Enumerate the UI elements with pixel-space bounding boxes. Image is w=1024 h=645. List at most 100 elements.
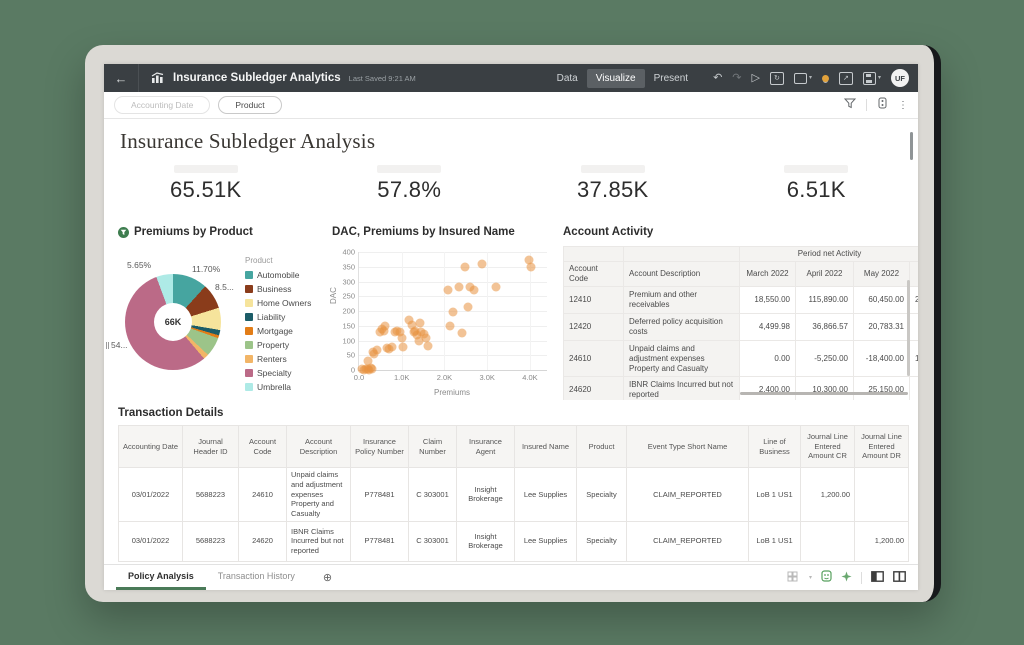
cell[interactable]: Lee Supplies	[514, 467, 577, 522]
legend-item-specialty[interactable]: Specialty	[245, 366, 311, 380]
redo-icon[interactable]: ↷	[732, 71, 742, 84]
amount-cell[interactable]: -5,250.00	[795, 340, 854, 377]
account-description-cell[interactable]: Deferred policy acquisition costs	[623, 313, 740, 341]
cell[interactable]: 03/01/2022	[118, 520, 183, 562]
filter-funnel-icon[interactable]	[843, 96, 857, 114]
scatter-point[interactable]	[404, 315, 414, 325]
insights-bulb-icon[interactable]	[821, 74, 829, 82]
canvas-scrollbar[interactable]	[910, 132, 913, 160]
legend-item-automobile[interactable]: Automobile	[245, 268, 311, 282]
column-header[interactable]: Insurance Agent	[456, 425, 515, 468]
legend-item-property[interactable]: Property	[245, 338, 311, 352]
filter-pill-accounting-date[interactable]: Accounting Date	[114, 96, 211, 114]
cell[interactable]: CLAIM_REPORTED	[626, 467, 749, 522]
panel-split-layout-icon[interactable]	[893, 569, 906, 587]
scatter-point[interactable]	[463, 302, 473, 312]
mode-tab-data[interactable]: Data	[556, 72, 578, 84]
amount-cell[interactable]: 25,150.00	[853, 376, 910, 400]
scatter-point[interactable]	[367, 364, 377, 374]
canvas-grid-icon[interactable]	[787, 569, 798, 587]
cell[interactable]	[800, 520, 855, 562]
amount-cell[interactable]: 0.00	[739, 340, 796, 377]
kpi-tile[interactable]: 65.51K	[104, 165, 308, 203]
cell[interactable]: Unpaid claims and adjustment expenses Pr…	[286, 467, 351, 522]
amount-cell[interactable]: 2,400.00	[739, 376, 796, 400]
scatter-point[interactable]	[397, 333, 407, 343]
column-header[interactable]: Journal Line Entered Amount DR	[854, 425, 909, 468]
scatter-point[interactable]	[448, 307, 458, 317]
cell[interactable]: LoB 1 US1	[748, 520, 801, 562]
legend-item-umbrella[interactable]: Umbrella	[245, 380, 311, 394]
scatter-point[interactable]	[526, 262, 536, 272]
kpi-tile[interactable]: 6.51K	[715, 165, 919, 203]
column-header[interactable]: Journal Line Entered Amount CR	[800, 425, 855, 468]
scatter-point[interactable]	[380, 321, 390, 331]
account-code-cell[interactable]: 24620	[563, 376, 624, 400]
column-header[interactable]: Product	[576, 425, 627, 468]
kpi-tile[interactable]: 57.8%	[308, 165, 512, 203]
open-window-icon[interactable]: ↗	[838, 71, 853, 85]
account-description-cell[interactable]: Unpaid claims and adjustment expenses Pr…	[623, 340, 740, 377]
mode-tab-present[interactable]: Present	[653, 72, 689, 84]
amount-cell[interactable]: 60,450.00	[853, 286, 910, 314]
account-code-cell[interactable]: 12410	[563, 286, 624, 314]
cell[interactable]: LoB 1 US1	[748, 467, 801, 522]
scatter-point[interactable]	[363, 356, 373, 366]
scatter-point[interactable]	[372, 345, 382, 355]
scatter-point[interactable]	[460, 262, 470, 272]
filter-pill-product[interactable]: Product	[218, 96, 282, 114]
cell[interactable]: Lee Supplies	[514, 520, 577, 562]
column-header[interactable]: Journal Header ID	[182, 425, 239, 468]
preview-play-icon[interactable]: ▷	[751, 71, 760, 84]
table-horizontal-scrollbar[interactable]	[740, 392, 908, 395]
amount-cell[interactable]: 36,866.57	[795, 313, 854, 341]
scatter-point[interactable]	[379, 326, 389, 336]
cell[interactable]: 1,200.00	[800, 467, 855, 522]
account-description-cell[interactable]: Premium and other receivables	[623, 286, 740, 314]
legend-item-home-owners[interactable]: Home Owners	[245, 296, 311, 310]
cell[interactable]: IBNR Claims Incurred but not reported	[286, 520, 351, 562]
scatter-point[interactable]	[454, 282, 464, 291]
column-header[interactable]: May 2022	[853, 261, 910, 287]
amount-cell[interactable]: 4,499.98	[739, 313, 796, 341]
cell[interactable]: 24610	[238, 467, 287, 522]
legend-item-renters[interactable]: Renters	[245, 352, 311, 366]
panel-left-layout-icon[interactable]	[871, 569, 884, 587]
legend-item-mortgage[interactable]: Mortgage	[245, 324, 311, 338]
scatter-point[interactable]	[398, 342, 408, 352]
scatter-point[interactable]	[395, 327, 405, 337]
cell[interactable]: Insight Brokerage	[456, 467, 515, 522]
cell[interactable]: 5688223	[182, 520, 239, 562]
scatter-point[interactable]	[443, 285, 453, 295]
column-header[interactable]: Account Description	[286, 425, 351, 468]
scatter-point[interactable]	[407, 320, 417, 330]
column-header[interactable]: Line of Business	[748, 425, 801, 468]
canvas-settings-icon[interactable]	[877, 96, 888, 114]
column-header[interactable]: Account Code	[238, 425, 287, 468]
legend-item-business[interactable]: Business	[245, 282, 311, 296]
table-vertical-scrollbar[interactable]	[907, 280, 910, 376]
add-canvas-icon[interactable]: ⊕	[322, 572, 333, 584]
scatter-point[interactable]	[414, 336, 424, 346]
back-button[interactable]: ←	[104, 64, 139, 92]
cell[interactable]: 1,200.00	[854, 520, 909, 562]
amount-cell[interactable]: 20,783.31	[853, 313, 910, 341]
column-header[interactable]: Insured Name	[514, 425, 577, 468]
cell[interactable]: 5688223	[182, 467, 239, 522]
column-header[interactable]: Event Type Short Name	[626, 425, 749, 468]
column-header[interactable]: Accounting Date	[118, 425, 183, 468]
refresh-data-icon[interactable]: ↻	[769, 71, 784, 85]
column-header[interactable]: Account Code	[563, 261, 624, 287]
user-avatar[interactable]: UF	[891, 69, 909, 87]
cell[interactable]: Specialty	[576, 467, 627, 522]
comments-icon[interactable]: ▾	[793, 72, 812, 84]
scatter-point[interactable]	[415, 318, 425, 328]
cell[interactable]	[854, 467, 909, 522]
cell[interactable]: P778481	[350, 520, 409, 562]
legend-item-liability[interactable]: Liability	[245, 310, 311, 324]
scatter-point[interactable]	[469, 285, 479, 295]
scatter-point[interactable]	[423, 341, 433, 351]
cell[interactable]: Insight Brokerage	[456, 520, 515, 562]
save-icon[interactable]: ▾	[862, 71, 881, 85]
canvas-tab-policy-analysis[interactable]: Policy Analysis	[116, 565, 206, 590]
